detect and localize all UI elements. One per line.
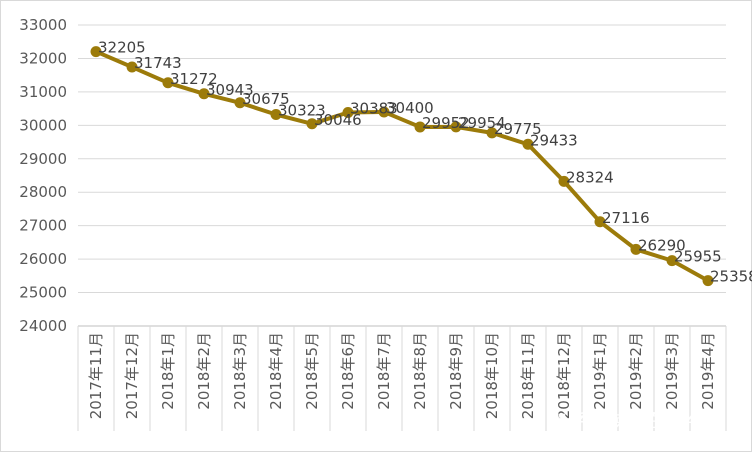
y-tick-label: 24000 (19, 317, 67, 335)
data-point (522, 138, 534, 150)
data-label: 25955 (674, 248, 722, 266)
data-labels: 3220531743312723094330675303233004630383… (98, 39, 752, 286)
data-point (198, 88, 210, 100)
x-tick-label: 2018年3月 (231, 332, 249, 410)
data-label: 28324 (566, 168, 614, 186)
y-tick-label: 27000 (19, 217, 67, 235)
data-point (594, 216, 606, 228)
data-point (630, 243, 642, 255)
data-label: 30046 (314, 111, 362, 129)
series-line-path (94, 49, 710, 283)
x-tick-label: 2019年4月 (699, 332, 717, 410)
x-tick-label: 2019年3月 (663, 332, 681, 410)
data-label: 32205 (98, 39, 146, 57)
data-point (90, 46, 102, 58)
data-label: 25358 (710, 268, 752, 286)
y-tick-label: 25000 (19, 284, 67, 302)
data-label: 31743 (134, 54, 182, 72)
x-tick-label: 2018年11月 (519, 332, 537, 419)
y-tick-label: 30000 (19, 116, 67, 134)
x-tick-label: 2018年8月 (411, 332, 429, 410)
x-tick-label: 2018年2月 (195, 332, 213, 410)
x-tick-label: 2018年10月 (483, 332, 501, 419)
data-label: 26290 (638, 236, 686, 254)
x-axis: 2017年11月 2017年12月 2018年1月 2018年2月 2018年3月 201… (77, 325, 727, 431)
y-tick-label: 33000 (19, 16, 67, 34)
y-axis: 24000 25000 26000 27000 28000 29000 30000 31000… (19, 16, 67, 335)
data-label: 30943 (206, 81, 254, 99)
data-label: 27116 (602, 209, 650, 227)
data-point (162, 77, 174, 89)
x-tick-label: 2017年11月 (87, 332, 105, 419)
x-tick-label: 2017年12月 (123, 332, 141, 419)
data-point (378, 106, 390, 118)
data-point (702, 275, 714, 287)
data-point (342, 107, 354, 119)
data-point (306, 118, 318, 130)
data-label: 29952 (422, 114, 470, 132)
x-tick-label: 2018年6月 (339, 332, 357, 410)
data-label: 31272 (170, 70, 218, 88)
y-tick-label: 31000 (19, 83, 67, 101)
y-tick-label: 28000 (19, 183, 67, 201)
data-point (558, 175, 570, 187)
data-point (666, 255, 678, 267)
data-point (486, 127, 498, 139)
data-label: 30323 (278, 102, 326, 120)
data-label: 29433 (530, 131, 578, 149)
x-tick-label: 2019年1月 (591, 332, 609, 410)
x-tick-label: 2018年1月 (159, 332, 177, 410)
x-tick-label: 2018年12月 (555, 332, 573, 419)
x-tick-label: 2018年7月 (375, 332, 393, 410)
data-point (450, 121, 462, 133)
data-point (126, 61, 138, 73)
series-line (90, 46, 714, 287)
data-label: 30675 (242, 90, 290, 108)
data-point (414, 121, 426, 133)
x-tick-label: 2018年4月 (267, 332, 285, 410)
data-point (270, 109, 282, 121)
data-label: 29775 (494, 120, 542, 138)
data-point (234, 97, 246, 109)
y-tick-label: 32000 (19, 49, 67, 67)
x-tick-label: 2018年9月 (447, 332, 465, 410)
data-label: 29954 (458, 114, 506, 132)
x-tick-label: 2018年5月 (303, 332, 321, 410)
y-tick-label: 29000 (19, 150, 67, 168)
data-label: 30383 (350, 100, 398, 118)
data-label: 30400 (386, 99, 434, 117)
gridlines (78, 24, 726, 294)
x-tick-label: 2019年2月 (627, 332, 645, 410)
y-tick-label: 26000 (19, 250, 67, 268)
watermark-text: 知乎 @懒散的蜗牛 (548, 411, 706, 433)
